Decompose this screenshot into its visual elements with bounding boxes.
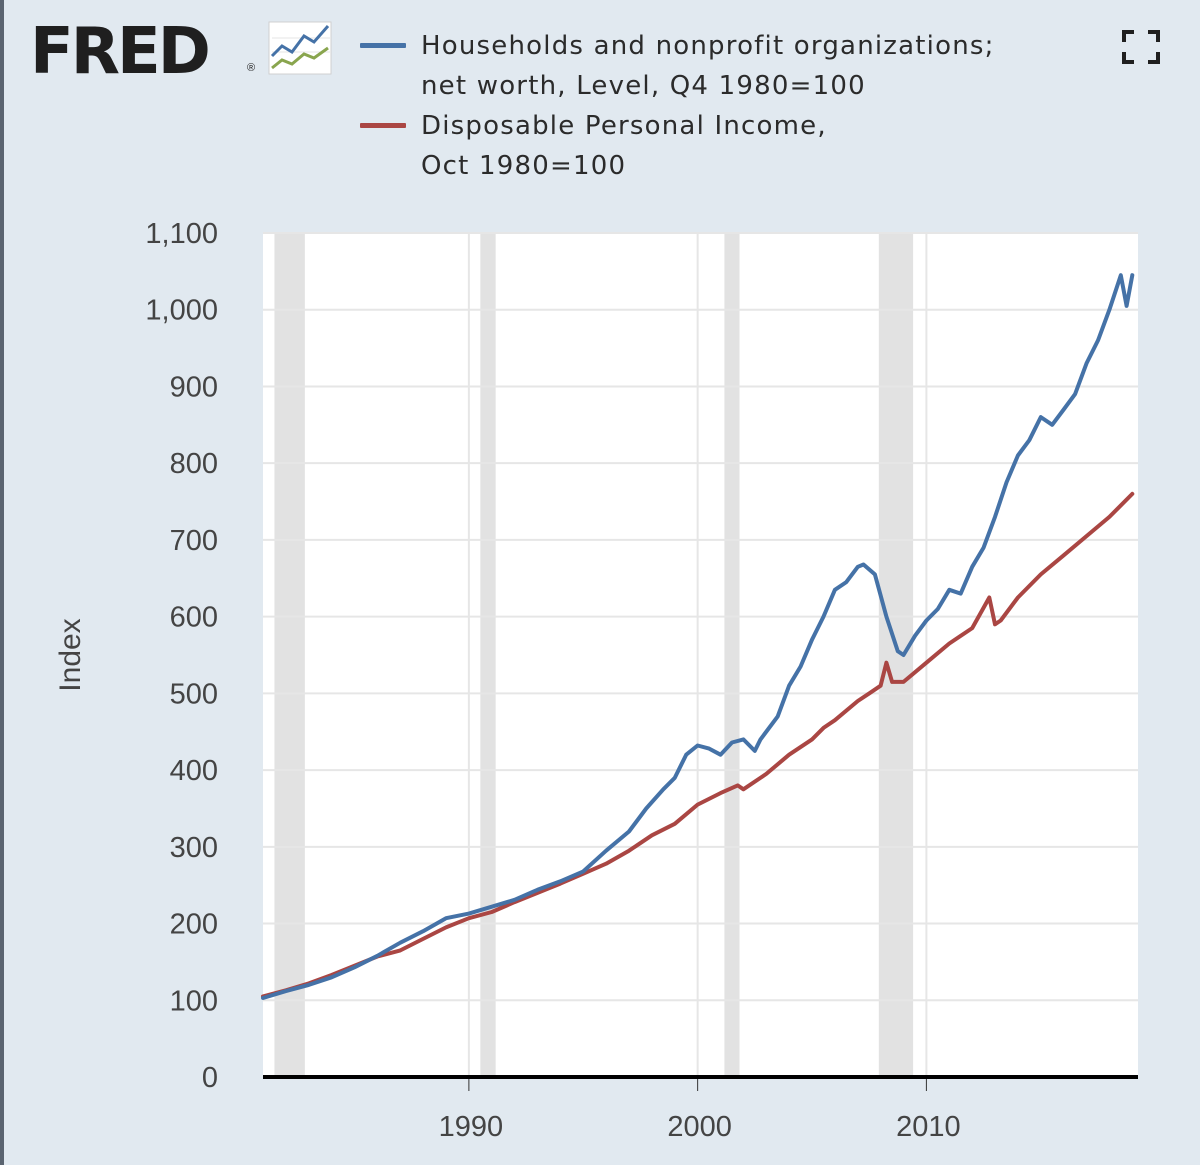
y-tick-label: 1,000 <box>145 295 218 327</box>
y-tick-label: 600 <box>170 602 218 634</box>
series-line-income <box>261 491 1135 999</box>
legend-label-income: Disposable Personal Income, Oct 1980=100 <box>421 106 1101 186</box>
window-frame-edge <box>0 0 4 1165</box>
x-tick-label: 1990 <box>439 1111 504 1143</box>
x-tick-label: 2010 <box>896 1111 961 1143</box>
legend-label-line1: Disposable Personal Income, <box>421 111 827 141</box>
legend-label-line1: Households and nonprofit organizations; <box>421 31 995 61</box>
legend-label-line2: Oct 1980=100 <box>421 151 627 181</box>
legend-swatch-red <box>360 123 406 128</box>
y-tick-label: 200 <box>170 909 218 941</box>
series-line-net-worth <box>261 273 1135 1000</box>
fred-chart-logo-icon[interactable] <box>268 18 334 78</box>
y-tick-label: 100 <box>170 985 218 1017</box>
recession-shading <box>878 233 914 1077</box>
y-tick-label: 300 <box>170 832 218 864</box>
legend-label-net-worth: Households and nonprofit organizations; … <box>421 26 1101 106</box>
chart-header: FRED ® Households and nonprofit organiza… <box>0 0 1200 200</box>
x-tick-label: 2000 <box>667 1111 732 1143</box>
legend-swatch-blue <box>360 43 406 48</box>
y-tick-label: 1,100 <box>145 218 218 250</box>
fred-logo-text[interactable]: FRED <box>30 15 211 89</box>
y-tick-label: 800 <box>170 448 218 480</box>
y-tick-label: 0 <box>202 1062 218 1094</box>
y-tick-label: 400 <box>170 755 218 787</box>
recession-shading <box>274 233 305 1077</box>
y-tick-label: 700 <box>170 525 218 557</box>
fullscreen-icon[interactable] <box>1122 30 1160 64</box>
y-axis-title: Index <box>54 618 87 691</box>
legend-label-line2: net worth, Level, Q4 1980=100 <box>421 71 866 101</box>
recession-shading <box>480 233 496 1077</box>
recession-shading <box>724 233 740 1077</box>
y-tick-label: 900 <box>170 371 218 403</box>
registered-mark: ® <box>247 62 256 74</box>
y-tick-label: 500 <box>170 678 218 710</box>
